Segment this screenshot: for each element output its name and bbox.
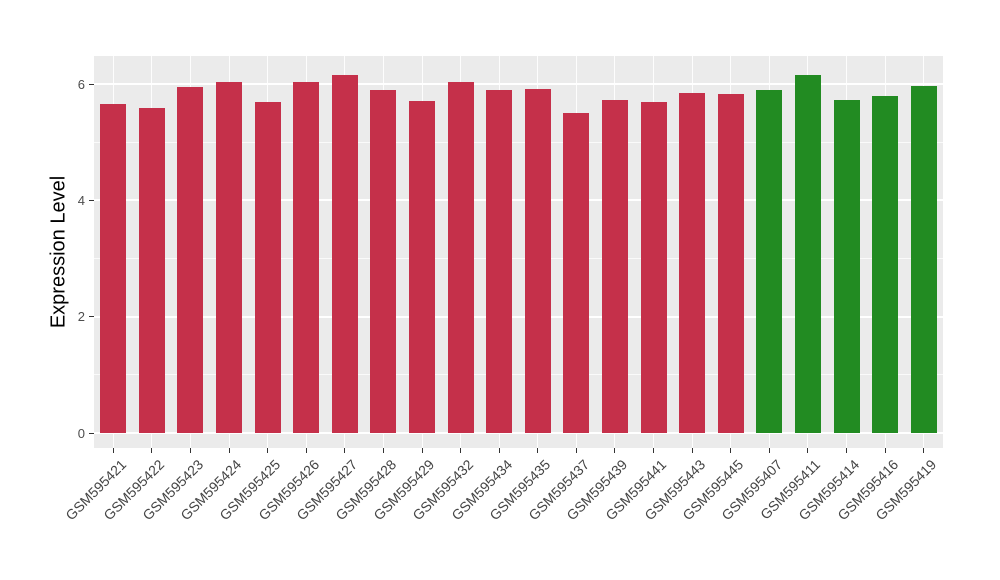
bar-GSM595445 [717, 94, 744, 433]
x-tick-mark [730, 448, 732, 453]
bar-GSM595435 [524, 89, 551, 433]
y-tick-label: 6 [77, 76, 85, 92]
x-tick-mark [575, 448, 577, 453]
minor-gridline [94, 141, 943, 143]
x-tick-mark [923, 448, 925, 453]
x-tick-mark [537, 448, 539, 453]
bar-GSM595434 [486, 89, 513, 433]
x-tick-mark [884, 448, 886, 453]
x-tick-mark [768, 448, 770, 453]
plot-panel [94, 56, 943, 448]
bar-GSM595427 [331, 75, 358, 433]
x-tick-mark [498, 448, 500, 453]
bar-GSM595411 [794, 75, 821, 433]
x-tick-mark [807, 448, 809, 453]
bar-GSM595426 [293, 82, 320, 433]
bar-GSM595439 [601, 99, 628, 433]
x-tick-mark [421, 448, 423, 453]
y-tick-mark [89, 432, 94, 434]
bar-GSM595407 [756, 89, 783, 433]
x-tick-mark [846, 448, 848, 453]
major-gridline [94, 432, 943, 434]
bar-GSM595428 [370, 90, 397, 433]
bar-GSM595443 [679, 93, 706, 433]
bar-GSM595421 [100, 103, 127, 433]
x-tick-mark [112, 448, 114, 453]
bar-GSM595419 [910, 85, 937, 433]
bar-GSM595429 [409, 100, 436, 433]
y-tick-label: 0 [77, 425, 85, 441]
major-gridline [94, 199, 943, 202]
bar-GSM595422 [138, 108, 165, 433]
bar-GSM595425 [254, 102, 281, 433]
y-tick-label: 2 [77, 309, 85, 325]
x-tick-mark [344, 448, 346, 453]
x-tick-mark [382, 448, 384, 453]
x-tick-mark [228, 448, 230, 453]
x-tick-mark [305, 448, 307, 453]
minor-gridline [94, 374, 943, 376]
y-tick-mark [89, 316, 94, 318]
x-tick-mark [189, 448, 191, 453]
x-tick-mark [151, 448, 153, 453]
x-tick-mark [460, 448, 462, 453]
bar-GSM595423 [177, 87, 204, 433]
y-tick-mark [89, 83, 94, 85]
bar-GSM595416 [872, 95, 899, 433]
bar-GSM595437 [563, 112, 590, 433]
major-gridline [94, 83, 943, 85]
y-tick-mark [89, 199, 94, 201]
major-gridline [94, 315, 943, 318]
x-tick-mark [691, 448, 693, 453]
x-tick-mark [267, 448, 269, 453]
bar-GSM595414 [833, 100, 860, 433]
bar-GSM595441 [640, 102, 667, 433]
minor-gridline [94, 258, 943, 259]
x-tick-mark [614, 448, 616, 453]
x-tick-mark [653, 448, 655, 453]
bar-GSM595424 [216, 82, 243, 433]
y-tick-label: 4 [77, 192, 85, 208]
bar-GSM595432 [447, 82, 474, 433]
